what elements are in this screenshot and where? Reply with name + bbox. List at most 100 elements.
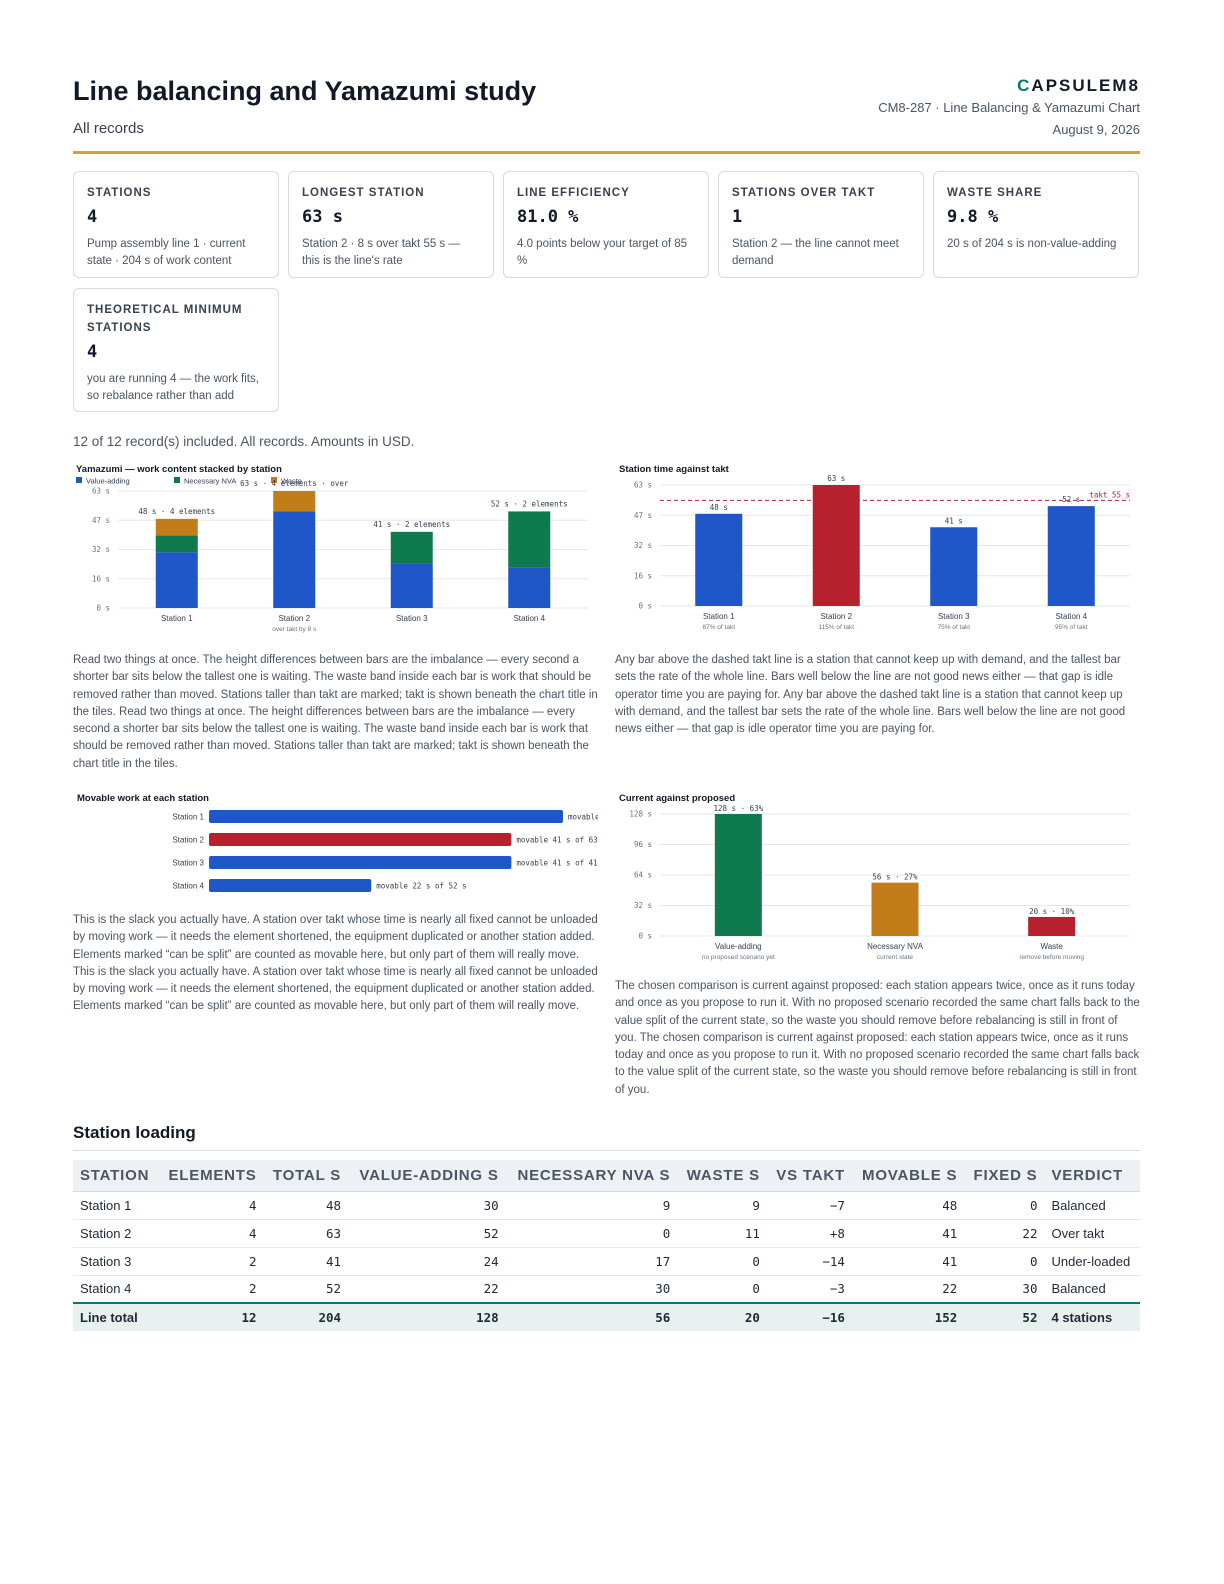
bar-segment <box>273 511 316 608</box>
tile-note: 4.0 points below your target of 85 % <box>517 238 688 267</box>
movable-svg: Movable work at each station Station 1 mov… <box>77 793 598 892</box>
bar-segment <box>155 518 198 536</box>
cell: −14 <box>766 1247 852 1276</box>
tile-line-efficiency: Line efficiency 81.0 % 4.0 points below … <box>503 171 709 278</box>
data-label: 63 s <box>827 474 845 483</box>
cell-verdict: Under-loaded <box>1044 1247 1140 1276</box>
category-label: Station 4 <box>513 614 545 623</box>
category-label: Waste <box>1040 942 1063 951</box>
tile-longest-station: Longest station 63 s Station 2 · 8 s ove… <box>288 171 494 278</box>
cell: 0 <box>677 1275 767 1304</box>
document-date: August 9, 2026 <box>1052 122 1140 137</box>
y-tick-label: 63 s <box>634 481 652 490</box>
data-label: movable 22 s of 52 s <box>376 882 466 891</box>
cell-verdict: Balanced <box>1044 1275 1140 1304</box>
chart-title: Movable work at each station <box>77 793 209 804</box>
col-station: Station <box>73 1160 159 1192</box>
data-label: movable 41 s of 63 s <box>516 836 598 845</box>
bar <box>695 513 743 606</box>
cell: 63 <box>263 1219 349 1248</box>
cell-verdict: Over takt <box>1044 1219 1140 1248</box>
tile-note: Pump assembly line 1 · current state · 2… <box>87 238 246 267</box>
cell: 52 <box>348 1219 506 1248</box>
tile-note: 20 s of 204 s is non-value-adding <box>947 238 1117 250</box>
table-row: Station 4 2 52 22 30 0 −3 22 30 Balanced <box>73 1275 1140 1304</box>
col-waste: Waste s <box>677 1160 767 1192</box>
cell: Station 1 <box>73 1191 159 1220</box>
cell: 0 <box>505 1219 678 1248</box>
takt-explanation: Any bar above the dashed takt line is a … <box>615 654 1126 736</box>
category-label: Station 4 <box>172 882 204 891</box>
cell: −16 <box>766 1302 852 1331</box>
category-label: Station 1 <box>172 813 204 822</box>
cell: 17 <box>505 1247 678 1276</box>
chart-title: Current against proposed <box>619 793 735 804</box>
tile-waste-share: Waste share 9.8 % 20 s of 204 s is non-v… <box>933 171 1139 278</box>
table-row: Station 1 4 48 30 9 9 −7 48 0 Balanced <box>73 1191 1140 1220</box>
tile-label: Waste share <box>947 187 1043 199</box>
legend-swatch <box>174 477 180 483</box>
tile-value: 4 <box>87 342 98 362</box>
cell: 0 <box>964 1247 1045 1276</box>
cell: 204 <box>263 1302 349 1331</box>
report-header: Line balancing and Yamazumi study All re… <box>73 70 1140 154</box>
cell: 41 <box>851 1247 965 1276</box>
bar <box>871 882 919 936</box>
data-label: movable 41 s of 41 s <box>516 859 598 868</box>
data-label: 52 s <box>1062 495 1080 504</box>
y-tick-label: 0 s <box>638 602 652 611</box>
yamazumi-chart: Yamazumi — work content stacked by stati… <box>73 458 598 643</box>
brand-logo: CAPSULEM8 <box>1017 76 1140 96</box>
cell: 2 <box>158 1275 264 1304</box>
bar <box>1047 506 1095 606</box>
y-tick-label: 128 s <box>629 810 652 819</box>
bar-segment <box>155 535 198 553</box>
cell: 30 <box>964 1275 1045 1304</box>
data-label: 41 s · 2 elements <box>373 520 450 529</box>
category-label: Station 2 <box>820 612 852 621</box>
data-label: 48 s <box>710 503 728 512</box>
tile-value: 81.0 % <box>517 207 579 227</box>
data-label: 48 s · 4 elements <box>138 507 215 516</box>
cell: Station 3 <box>73 1247 159 1276</box>
cell: 48 <box>851 1191 965 1220</box>
category-label: Station 3 <box>172 859 204 868</box>
bar-segment <box>273 491 316 512</box>
bar-segment <box>508 567 551 608</box>
data-label: 63 s · 4 elements · over <box>240 479 349 488</box>
tile-value: 1 <box>732 207 743 227</box>
cell: 4 <box>158 1191 264 1220</box>
yamazumi-explanation: Read two things at once. The height diff… <box>73 654 598 770</box>
records-included-note: 12 of 12 record(s) included. All records… <box>73 434 415 449</box>
y-tick-label: 63 s <box>92 487 110 496</box>
category-note: over takt by 8 s <box>272 626 317 633</box>
tile-stations-over-takt: Stations over takt 1 Station 2 — the lin… <box>718 171 924 278</box>
data-label: 20 s · 10% <box>1029 907 1075 916</box>
tile-value: 9.8 % <box>947 207 999 227</box>
legend-swatch <box>271 477 277 483</box>
bar <box>812 485 860 606</box>
category-note: 95% of takt <box>1055 624 1088 631</box>
station-loading-title: Station loading <box>73 1123 196 1142</box>
takt-label: takt 55 s <box>1089 490 1130 499</box>
category-label: Station 1 <box>161 614 193 623</box>
y-tick-label: 32 s <box>92 545 110 554</box>
data-label: 56 s · 27% <box>872 873 918 882</box>
cell: 152 <box>851 1302 965 1331</box>
cell: 48 <box>263 1191 349 1220</box>
cell: 30 <box>348 1191 506 1220</box>
cell: 52 <box>964 1302 1045 1331</box>
cell: 41 <box>851 1219 965 1248</box>
takt-svg: Station time against takt 0 s 16 s 32 s 47 s… <box>619 464 1130 631</box>
bar <box>209 856 512 869</box>
cell: 4 <box>158 1219 264 1248</box>
legend-label: Necessary NVA <box>184 477 236 486</box>
tile-label: Stations <box>87 187 152 199</box>
cell: Station 2 <box>73 1219 159 1248</box>
tile-theoretical-minimum: Theoretical minimum stations 4 you are r… <box>73 288 279 412</box>
cell: 20 <box>677 1302 767 1331</box>
col-fixed: Fixed s <box>964 1160 1045 1192</box>
cell: 30 <box>505 1275 678 1304</box>
bar-segment <box>390 531 433 564</box>
bar <box>1028 916 1076 936</box>
